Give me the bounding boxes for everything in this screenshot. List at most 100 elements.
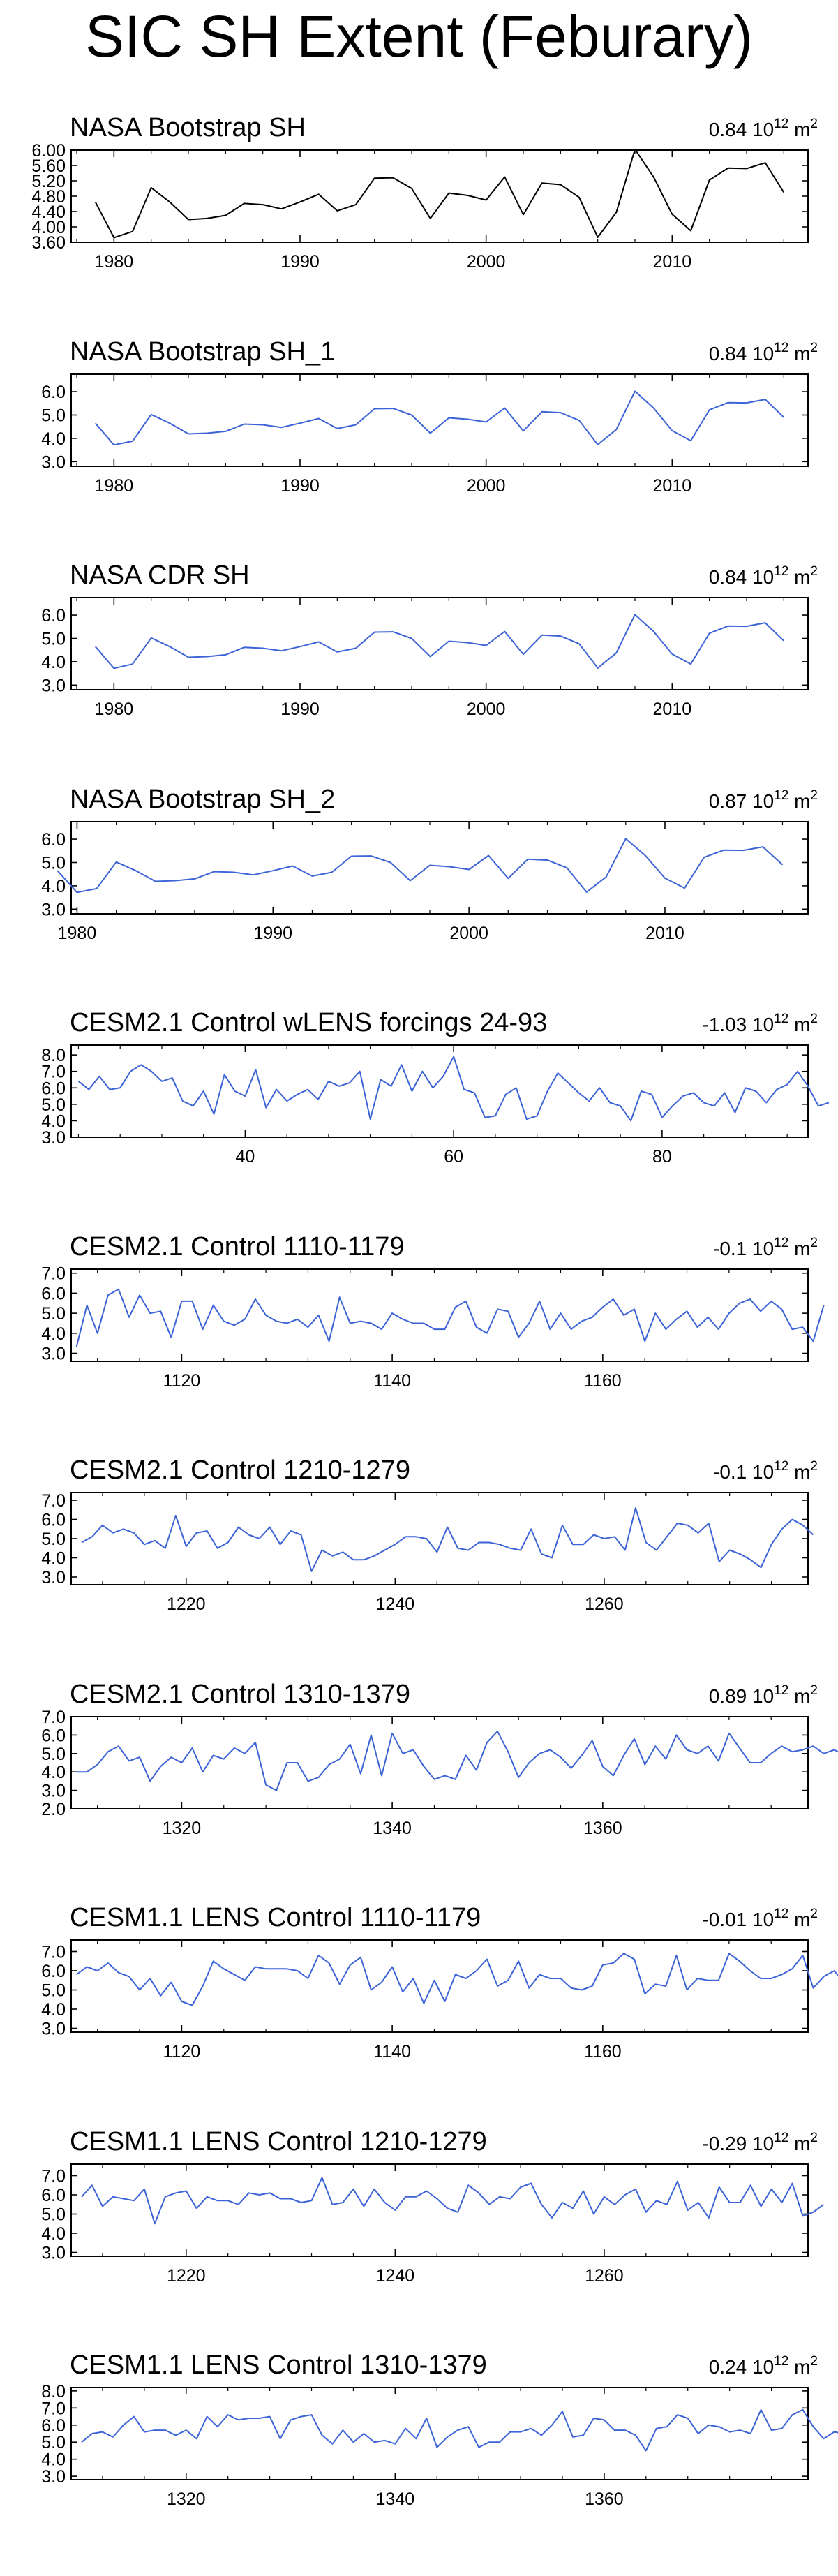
x-tick-label: 80	[652, 1147, 672, 1167]
y-tick-label: 7.0	[41, 2167, 66, 2186]
trend-exponent: 12	[774, 2354, 788, 2369]
y-tick-label: 6.0	[41, 1511, 66, 1530]
chart-panel: NASA CDR SH 0.84 1012 m2 3.0 4.0 5.0 6.0 1980 1…	[41, 561, 818, 719]
trend-label: 0.84 1012 m2	[709, 341, 818, 364]
y-tick-label: 6.0	[41, 2186, 66, 2205]
chart-panel: NASA Bootstrap SH_1 0.84 1012 m2 3.0 4.0 5.0…	[41, 337, 818, 496]
series-line	[81, 2408, 838, 2452]
x-tick-label: 1320	[163, 1819, 202, 1838]
y-tick-label: 7.0	[41, 1491, 66, 1511]
y-tick-label: 4.0	[41, 1763, 66, 1782]
y-tick-label: 6.0	[41, 383, 66, 402]
y-tick-label: 3.0	[41, 2020, 66, 2039]
chart-title: CESM2.1 Control wLENS forcings 24-93	[70, 1008, 547, 1037]
y-tick-label: 4.0	[41, 877, 66, 896]
y-tick-label: 7.0	[41, 1264, 66, 1284]
x-tick-label: 2000	[467, 476, 506, 496]
x-tick-label: 2010	[653, 699, 692, 719]
trend-unit-exponent: 2	[810, 564, 818, 579]
y-tick-label: 7.0	[41, 1943, 66, 1962]
chart-title: NASA CDR SH	[70, 561, 250, 590]
x-tick-label: 1990	[253, 924, 292, 943]
chart-panel: CESM1.1 LENS Control 1310-1379 0.24 1012 …	[41, 2351, 838, 2509]
y-tick-label: 7.0	[41, 1708, 66, 1727]
trend-value: 0.84 10	[709, 566, 774, 588]
trend-exponent: 12	[774, 564, 788, 579]
trend-exponent: 12	[774, 341, 788, 355]
y-tick-label: 4.40	[31, 202, 66, 222]
y-tick-label: 7.0	[41, 2399, 66, 2418]
x-tick-label: 1160	[584, 1371, 622, 1391]
x-tick-label: 2000	[449, 924, 488, 943]
x-tick-label: 2010	[645, 924, 684, 943]
y-tick-label: 5.0	[41, 1981, 66, 2001]
trend-label: -0.1 1012 m2	[713, 1459, 818, 1483]
y-tick-label: 4.0	[41, 1111, 66, 1131]
x-tick-label: 1120	[163, 2042, 201, 2061]
trend-unit: m	[788, 119, 810, 140]
x-tick-label: 1990	[280, 699, 320, 719]
series-line	[94, 390, 784, 446]
x-tick-label: 1360	[583, 1819, 622, 1838]
trend-unit-exponent: 2	[810, 1012, 818, 1026]
chart-title: CESM2.1 Control 1110-1179	[70, 1232, 405, 1261]
y-tick-label: 7.0	[41, 1063, 66, 1082]
trend-value: -0.01 10	[702, 1909, 774, 1930]
y-tick-label: 3.0	[41, 1345, 66, 1364]
chart-panel: CESM1.1 LENS Control 1210-1279 -0.29 1012…	[41, 2127, 825, 2286]
x-tick-label: 2010	[653, 252, 692, 272]
x-tick-label: 1220	[167, 1594, 206, 1614]
plot-frame	[70, 1268, 809, 1362]
chart-panel: NASA Bootstrap SH 0.84 1012 m2 3.604.004.4…	[31, 113, 818, 272]
x-tick-label: 1360	[585, 2489, 624, 2509]
plot-frame	[70, 1492, 809, 1585]
trend-unit-exponent: 2	[810, 117, 818, 131]
y-tick-label: 4.0	[41, 1549, 66, 1569]
x-tick-label: 2010	[653, 476, 692, 496]
y-tick-label: 6.0	[41, 1726, 66, 1745]
series-line	[76, 1731, 838, 1791]
x-tick-label: 2000	[467, 699, 506, 719]
y-tick-label: 5.0	[41, 2205, 66, 2225]
y-tick-label: 5.0	[41, 629, 66, 649]
y-tick-label: 6.0	[41, 1284, 66, 1303]
trend-unit-exponent: 2	[810, 1459, 818, 1474]
trend-exponent: 12	[774, 1012, 788, 1026]
trend-value: 0.84 10	[709, 119, 774, 140]
y-tick-label: 6.0	[41, 830, 66, 850]
trend-label: -1.03 1012 m2	[702, 1012, 818, 1035]
x-tick-label: 1340	[373, 1819, 412, 1838]
y-tick-label: 5.0	[41, 2433, 66, 2452]
y-tick-label: 5.60	[31, 156, 66, 176]
y-tick-label: 3.0	[41, 900, 66, 919]
trend-exponent: 12	[774, 1907, 788, 1921]
y-tick-label: 3.0	[41, 1128, 66, 1148]
x-tick-label: 1260	[585, 1594, 624, 1614]
y-tick-label: 6.0	[41, 1079, 66, 1098]
plot-frame	[70, 1716, 809, 1809]
y-tick-label: 4.00	[31, 218, 66, 237]
plot-frame	[70, 597, 809, 690]
x-tick-label: 1980	[95, 476, 134, 496]
x-tick-label: 1320	[167, 2489, 206, 2509]
y-tick-label: 3.0	[41, 2467, 66, 2487]
plot-frame	[70, 373, 809, 467]
y-tick-label: 4.0	[41, 2000, 66, 2020]
plot-frame	[70, 1044, 809, 1138]
chart-title: CESM1.1 LENS Control 1210-1279	[70, 2127, 487, 2156]
plot-frame	[70, 149, 809, 243]
series-line	[75, 1953, 838, 2006]
y-tick-label: 4.0	[41, 1324, 66, 1344]
trend-unit-exponent: 2	[810, 2131, 818, 2145]
plot-frame	[70, 2163, 809, 2257]
trend-value: 0.89 10	[709, 1685, 774, 1707]
trend-exponent: 12	[774, 1459, 788, 1474]
y-tick-label: 3.0	[41, 452, 66, 472]
y-tick-label: 3.0	[41, 676, 66, 695]
trend-unit-exponent: 2	[810, 1683, 818, 1698]
trend-label: 0.84 1012 m2	[709, 117, 818, 140]
x-tick-label: 1980	[95, 699, 134, 719]
trend-label: 0.89 1012 m2	[709, 1683, 818, 1707]
trend-label: 0.84 1012 m2	[709, 564, 818, 588]
